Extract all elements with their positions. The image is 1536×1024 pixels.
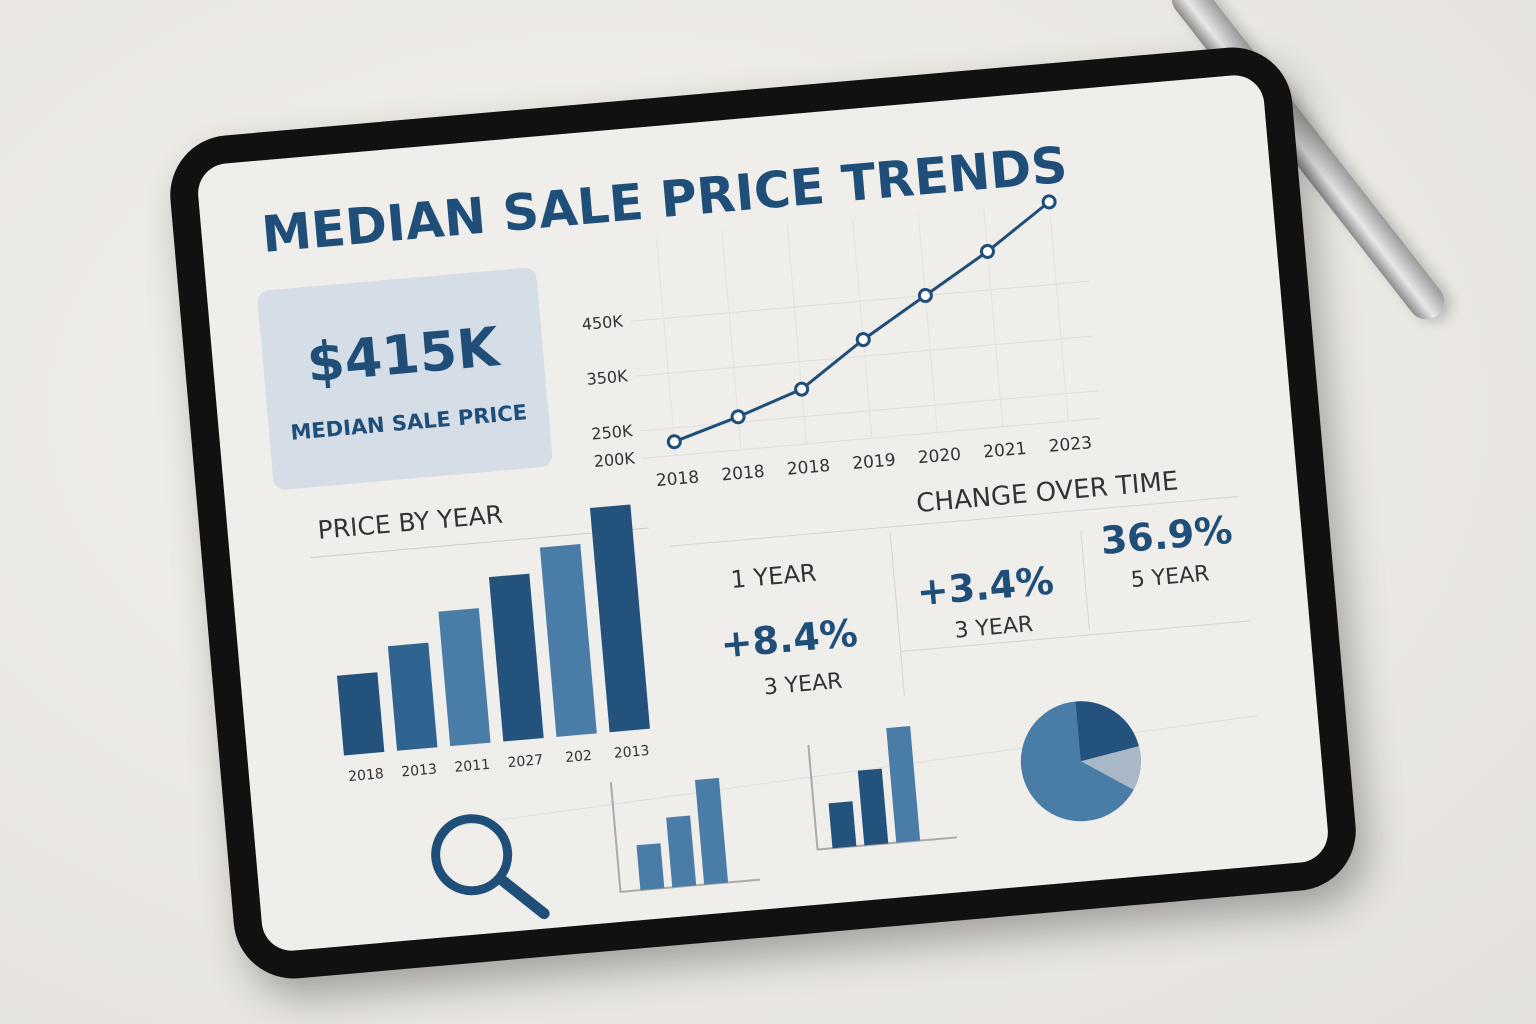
title: MEDIAN SALE PRICE TRENDS (259, 136, 1069, 264)
bar (539, 544, 597, 737)
change-title: CHANGE OVER TIME (915, 466, 1179, 519)
change-value: 36.9% (1099, 508, 1234, 563)
change-period: 1 YEAR (730, 559, 818, 594)
y-tick-label: 450K (581, 311, 624, 334)
change-period: 3 YEAR (954, 612, 1035, 644)
x-tick-label: 202 (565, 748, 593, 766)
grid-line-v (852, 219, 873, 439)
grid-line-v (655, 236, 677, 456)
change-period: 3 YEAR (763, 669, 844, 701)
bar (438, 608, 491, 747)
change-value: +3.4% (915, 559, 1056, 615)
x-tick-label: 2011 (454, 757, 491, 776)
y-tick-label: 200K (593, 448, 636, 471)
x-tick-label: 2018 (348, 766, 385, 785)
divider (889, 531, 906, 697)
grid-line-v (917, 213, 938, 433)
bar-title: PRICE BY YEAR (317, 500, 504, 545)
bar (589, 504, 650, 733)
x-tick-label: 2023 (1048, 433, 1093, 457)
change-value: +8.4% (719, 611, 860, 667)
x-tick-label: 2027 (507, 752, 544, 771)
screen: MEDIAN SALE PRICE TRENDS $415K MEDIAN SA… (195, 72, 1331, 954)
bar (387, 642, 438, 751)
divider (670, 496, 1239, 547)
bar (336, 672, 385, 756)
x-tick-label: 2020 (917, 445, 962, 469)
change-period: 5 YEAR (1130, 561, 1211, 593)
point (730, 409, 746, 425)
point (666, 434, 682, 450)
bar-icon (609, 777, 761, 893)
dashboard: MEDIAN SALE PRICE TRENDS $415K MEDIAN SA… (257, 136, 1258, 920)
y-tick-label: 250K (591, 421, 634, 444)
x-tick-label: 2013 (401, 761, 438, 780)
x-tick-label: 2018 (721, 462, 766, 486)
x-tick-label: 2019 (852, 450, 897, 474)
point (917, 288, 933, 304)
divider (1080, 530, 1090, 631)
search-icon (431, 814, 550, 920)
point (855, 332, 871, 348)
kpi-card (257, 267, 553, 490)
divider (900, 620, 1250, 653)
x-tick-label: 2018 (786, 456, 831, 480)
x-tick-label: 2018 (655, 467, 700, 491)
grid-line-v (1048, 201, 1069, 422)
grid-line-v (786, 224, 807, 444)
point (979, 243, 995, 259)
x-tick-label: 2021 (982, 439, 1027, 463)
x-tick-label: 2013 (613, 743, 650, 762)
tablet: MEDIAN SALE PRICE TRENDS $415K MEDIAN SA… (165, 42, 1361, 984)
bar-icon (807, 725, 958, 851)
pie-icon (1020, 701, 1141, 822)
point (794, 381, 810, 397)
bar (488, 573, 544, 742)
y-tick-label: 350K (586, 366, 629, 389)
point (1041, 194, 1057, 210)
